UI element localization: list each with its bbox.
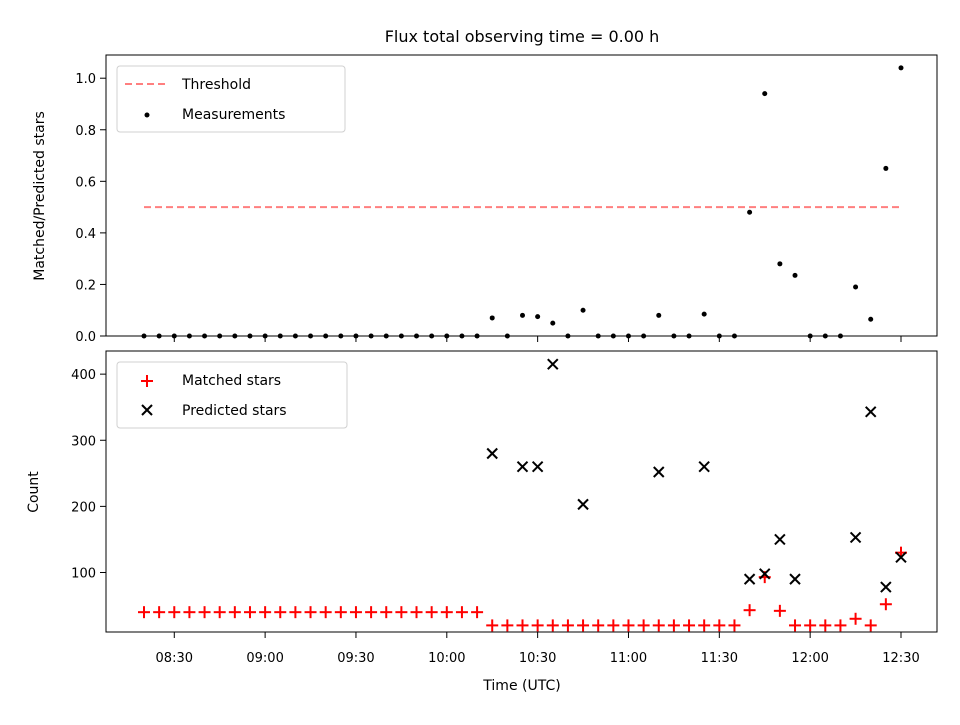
x-tick-label: 11:30 xyxy=(701,651,738,666)
x-tick-label: 08:30 xyxy=(156,651,193,666)
top-y-tick-label: 0.6 xyxy=(75,175,96,190)
x-tick-label: 12:30 xyxy=(882,651,919,666)
x-tick-label: 11:00 xyxy=(610,651,647,666)
x-tick-label: 09:00 xyxy=(246,651,283,666)
chart: Flux total observing time = 0.00 h 0.0 0.… xyxy=(0,0,960,720)
x-axis-label: Time (UTC) xyxy=(482,678,560,694)
bottom-y-tick-label: 300 xyxy=(71,434,96,449)
measurement-point xyxy=(581,308,586,313)
top-legend: Threshold Measurements xyxy=(117,66,345,132)
top-y-tick-label: 0.0 xyxy=(75,330,96,345)
legend-measurements-swatch xyxy=(145,113,150,118)
x-tick-label: 12:00 xyxy=(791,651,828,666)
top-y-tick-label: 1.0 xyxy=(75,72,96,87)
measurement-point xyxy=(490,315,495,320)
top-y-tick-label: 0.2 xyxy=(75,278,96,293)
measurement-point xyxy=(535,314,540,319)
legend-threshold-label: Threshold xyxy=(181,77,251,93)
x-tick-label: 10:00 xyxy=(428,651,465,666)
measurement-point xyxy=(883,166,888,171)
measurement-point xyxy=(793,273,798,278)
measurement-point xyxy=(853,285,858,290)
bottom-legend: Matched stars Predicted stars xyxy=(117,362,347,428)
top-y-tick-label: 0.8 xyxy=(75,124,96,139)
x-tick-label: 09:30 xyxy=(337,651,374,666)
top-y-tick-label: 0.4 xyxy=(75,227,96,242)
measurement-point xyxy=(550,321,555,326)
measurement-point xyxy=(868,317,873,322)
legend-predicted-label: Predicted stars xyxy=(182,403,287,419)
measurement-point xyxy=(656,313,661,318)
measurement-point xyxy=(762,91,767,96)
measurement-point xyxy=(520,313,525,318)
measurement-point xyxy=(747,210,752,215)
bottom-y-tick-label: 100 xyxy=(71,566,96,581)
chart-title: Flux total observing time = 0.00 h xyxy=(385,27,660,46)
bottom-y-axis-label: Count xyxy=(26,471,42,513)
bottom-y-tick-label: 400 xyxy=(71,368,96,383)
measurement-point xyxy=(899,65,904,70)
legend-measurements-label: Measurements xyxy=(182,107,285,123)
x-tick-label: 10:30 xyxy=(519,651,556,666)
bottom-y-tick-label: 200 xyxy=(71,500,96,515)
legend-matched-label: Matched stars xyxy=(182,373,281,389)
measurement-point xyxy=(702,312,707,317)
top-y-axis-label: Matched/Predicted stars xyxy=(32,111,48,281)
measurement-point xyxy=(777,261,782,266)
